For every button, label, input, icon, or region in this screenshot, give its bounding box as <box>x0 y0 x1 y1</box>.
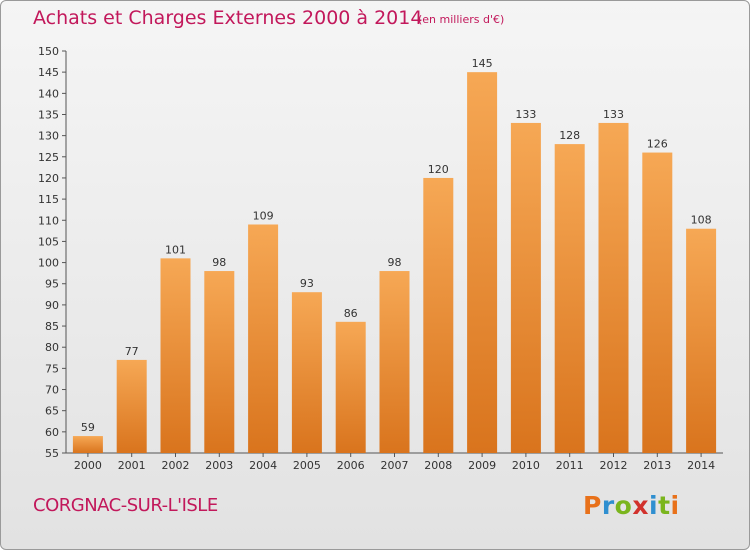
x-tick-label: 2011 <box>556 459 584 472</box>
x-tick-label: 2012 <box>600 459 628 472</box>
y-tick-label: 135 <box>38 108 59 121</box>
data-label: 93 <box>300 277 314 290</box>
logo-letter: o <box>614 491 633 520</box>
x-tick-label: 2008 <box>424 459 452 472</box>
y-tick-label: 75 <box>45 362 59 375</box>
y-tick-label: 110 <box>38 214 59 227</box>
x-tick-label: 2002 <box>162 459 190 472</box>
x-tick-label: 2003 <box>205 459 233 472</box>
x-tick-label: 2009 <box>468 459 496 472</box>
x-tick-label: 2005 <box>293 459 321 472</box>
bar <box>423 177 454 453</box>
data-label: 133 <box>515 108 536 121</box>
logo-letter: x <box>632 491 649 520</box>
bar <box>248 224 279 453</box>
y-tick-label: 150 <box>38 45 59 58</box>
bar <box>379 271 410 453</box>
data-label: 128 <box>559 129 580 142</box>
logo-letter: t <box>658 491 671 520</box>
y-tick-label: 100 <box>38 257 59 270</box>
y-tick-label: 90 <box>45 299 59 312</box>
y-tick-label: 60 <box>45 426 59 439</box>
x-tick-label: 2001 <box>118 459 146 472</box>
x-tick-label: 2004 <box>249 459 277 472</box>
bar <box>204 271 235 453</box>
data-label: 120 <box>428 163 449 176</box>
y-tick-label: 85 <box>45 320 59 333</box>
bar <box>160 258 191 453</box>
data-label: 59 <box>81 421 95 434</box>
proxiti-logo: Proxiti <box>583 491 680 520</box>
logo-letter: i <box>649 491 659 520</box>
y-tick-label: 140 <box>38 87 59 100</box>
data-label: 86 <box>344 307 358 320</box>
bar <box>72 436 103 453</box>
x-tick-label: 2013 <box>643 459 671 472</box>
town-name: CORGNAC-SUR-L'ISLE <box>33 495 218 516</box>
bar <box>335 321 366 453</box>
y-tick-label: 70 <box>45 384 59 397</box>
data-label: 108 <box>691 214 712 227</box>
y-tick-label: 95 <box>45 278 59 291</box>
y-tick-label: 145 <box>38 66 59 79</box>
data-label: 126 <box>647 138 668 151</box>
data-label: 101 <box>165 243 186 256</box>
y-tick-label: 125 <box>38 151 59 164</box>
bar <box>554 144 585 454</box>
bar <box>510 122 541 454</box>
bar <box>467 72 498 453</box>
bar <box>642 152 673 453</box>
bar <box>686 228 717 453</box>
y-tick-label: 120 <box>38 172 59 185</box>
x-tick-label: 2010 <box>512 459 540 472</box>
logo-letter: r <box>601 491 615 520</box>
y-tick-label: 65 <box>45 405 59 418</box>
chart-subtitle: (en milliers d'€) <box>418 13 505 26</box>
x-tick-label: 2007 <box>381 459 409 472</box>
data-label: 145 <box>472 57 493 70</box>
bar <box>598 122 629 454</box>
y-tick-label: 105 <box>38 235 59 248</box>
x-tick-label: 2014 <box>687 459 715 472</box>
y-tick-label: 130 <box>38 130 59 143</box>
chart-title: Achats et Charges Externes 2000 à 2014 <box>33 7 423 29</box>
data-label: 77 <box>125 345 139 358</box>
y-tick-label: 55 <box>45 447 59 460</box>
y-tick-label: 115 <box>38 193 59 206</box>
y-tick-label: 80 <box>45 341 59 354</box>
data-label: 133 <box>603 108 624 121</box>
data-label: 98 <box>388 256 402 269</box>
logo-letter: i <box>670 491 680 520</box>
data-label: 98 <box>212 256 226 269</box>
x-tick-label: 2000 <box>74 459 102 472</box>
x-tick-label: 2006 <box>337 459 365 472</box>
logo-letter: P <box>583 491 602 520</box>
bar <box>291 292 322 453</box>
data-label: 109 <box>253 209 274 222</box>
bar <box>116 359 147 453</box>
